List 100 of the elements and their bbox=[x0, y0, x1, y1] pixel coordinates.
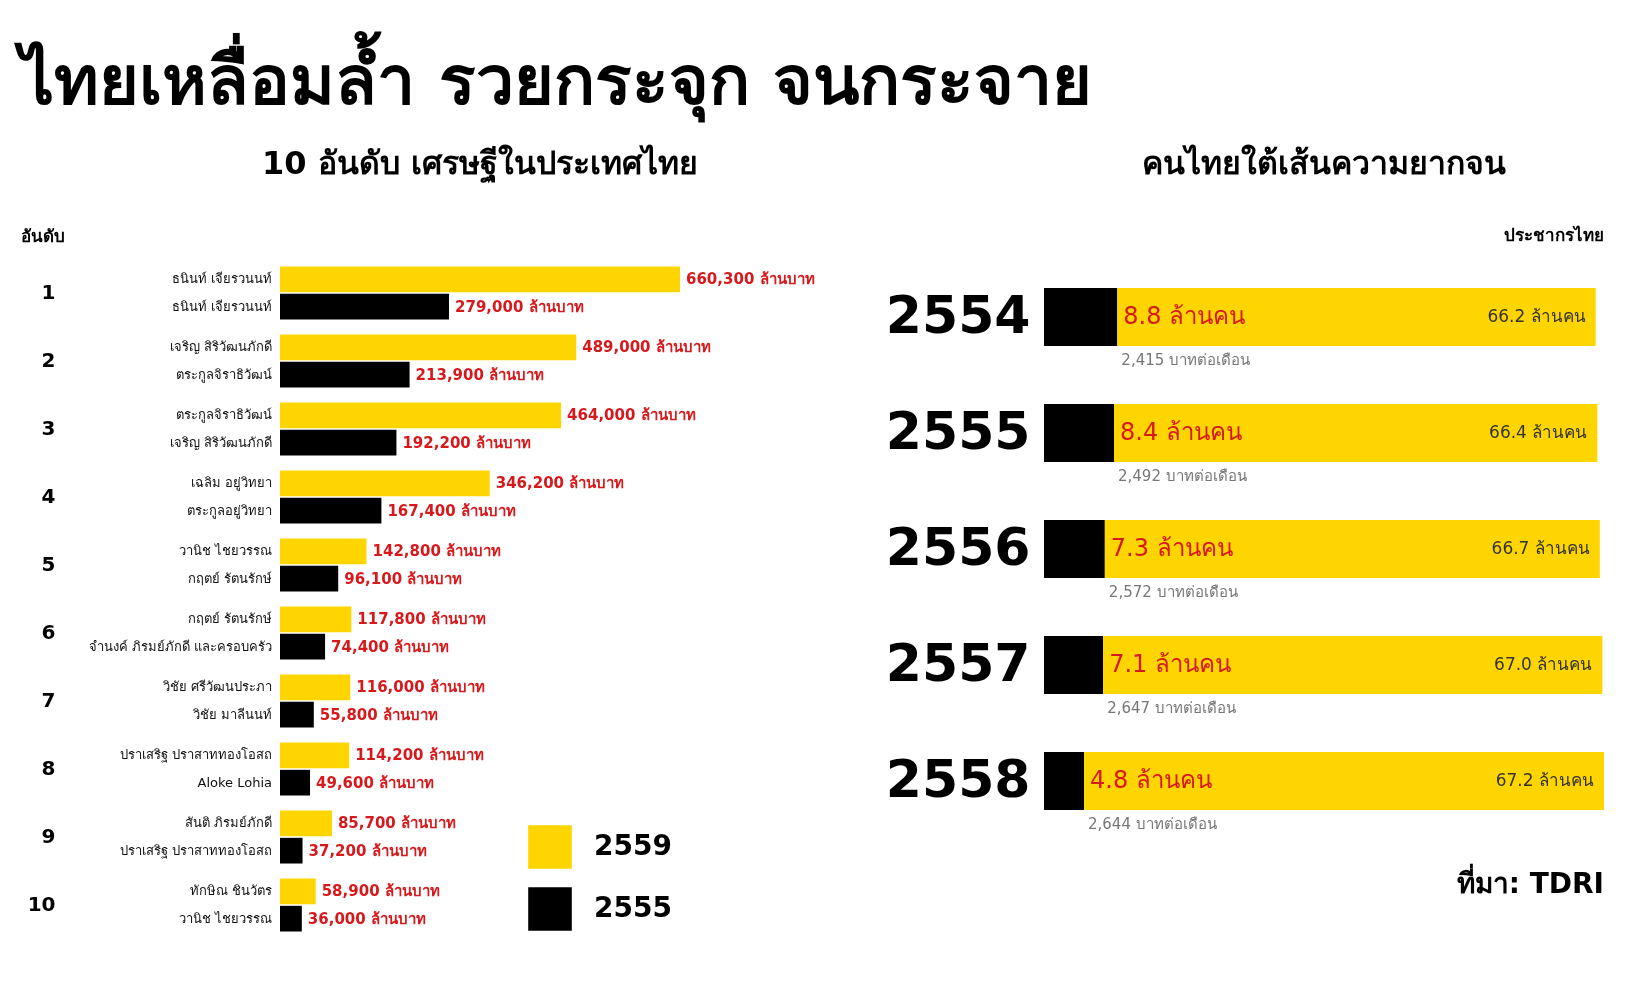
total-label: 66.4 ล้านคน bbox=[1489, 422, 1588, 442]
data-label: 37,200 ล้านบาท bbox=[308, 841, 427, 860]
data-label: 213,900 ล้านบาท bbox=[415, 365, 545, 384]
data-label: 85,700 ล้านบาท bbox=[337, 814, 457, 833]
y-tick-label: 7 bbox=[41, 688, 56, 712]
annotation: วานิช ไชยวรรณ bbox=[178, 910, 272, 926]
annotation: Aloke Lohia bbox=[197, 774, 272, 790]
bar bbox=[280, 565, 339, 592]
chart-subtitle: 10 อันดับ เศรษฐีในประเทศไทย bbox=[262, 144, 698, 184]
annotation: ตระกูลอยู่วิทยา bbox=[187, 502, 272, 519]
bar bbox=[280, 769, 311, 796]
text: ที่มา: TDRI bbox=[1456, 863, 1604, 900]
annotation: เฉลิม อยู่วิทยา bbox=[190, 475, 272, 492]
data-label: 117,800 ล้านบาท bbox=[357, 610, 486, 629]
bar bbox=[280, 810, 332, 837]
annotation: วานิช ไชยวรรณ bbox=[178, 543, 272, 559]
bar bbox=[280, 878, 316, 905]
bar bbox=[280, 905, 302, 932]
total-label: 66.7 ล้านคน bbox=[1491, 538, 1590, 558]
data-label: 660,300 ล้านบาท bbox=[686, 270, 815, 289]
bar bbox=[280, 538, 367, 565]
y-tick-label: 1 bbox=[41, 280, 56, 304]
y-tick-label: 2555 bbox=[885, 401, 1031, 461]
data-label: 49,600 ล้านบาท bbox=[316, 773, 435, 792]
annotation: จำนงค์ ภิรมย์ภักดี และครอบครัว bbox=[88, 638, 272, 654]
annotation: ทักษิณ ชินวัตร bbox=[189, 883, 272, 899]
y-tick-label: 2558 bbox=[885, 749, 1031, 809]
data-label: 464,000 ล้านบาท bbox=[567, 406, 696, 425]
data-label: 116,000 ล้านบาท bbox=[356, 678, 485, 697]
data-label: 7.1 ล้านคน bbox=[1109, 650, 1231, 678]
annotation: 2,644 บาทต่อเดือน bbox=[1088, 815, 1217, 833]
annotation: ปราเสริฐ ปราสาททองโอสถ bbox=[119, 842, 272, 859]
legend-label: 2555 bbox=[594, 891, 672, 924]
data-label: 114,200 ล้านบาท bbox=[355, 746, 484, 765]
y-tick-label: 10 bbox=[27, 892, 56, 916]
data-label: 192,200 ล้านบาท bbox=[402, 433, 531, 452]
data-label: 96,100 ล้านบาท bbox=[344, 569, 463, 588]
bar bbox=[280, 674, 351, 701]
y-tick-label: 6 bbox=[41, 620, 56, 644]
data-label: 8.8 ล้านคน bbox=[1123, 302, 1246, 330]
annotation: เจริญ สิริวัฒนภักดี bbox=[169, 339, 272, 355]
annotation: กฤตย์ รัตนรักษ์ bbox=[187, 570, 272, 586]
y-axis-title: อันดับ bbox=[20, 225, 65, 246]
bar bbox=[280, 429, 397, 456]
bar bbox=[280, 361, 410, 388]
bar bbox=[280, 633, 326, 660]
bar bbox=[1044, 520, 1105, 578]
data-label: 7.3 ล้านคน bbox=[1110, 534, 1233, 562]
annotation: ตระกูลจิราธิวัฒน์ bbox=[176, 366, 272, 383]
legend-label: 2559 bbox=[594, 829, 672, 862]
bar bbox=[1084, 752, 1604, 810]
bar bbox=[1104, 520, 1600, 578]
text: ประชากรไทย bbox=[1504, 225, 1604, 245]
annotation: ตระกูลจิราธิวัฒน์ bbox=[176, 407, 272, 424]
y-tick-label: 5 bbox=[41, 552, 56, 576]
data-label: 489,000 ล้านบาท bbox=[582, 338, 711, 357]
data-label: 74,400 ล้านบาท bbox=[331, 637, 450, 656]
total-label: 67.0 ล้านคน bbox=[1494, 654, 1593, 674]
bar bbox=[1117, 288, 1596, 346]
annotation: ธนินท์ เจียรวนนท์ bbox=[171, 271, 272, 287]
data-label: 167,400 ล้านบาท bbox=[387, 501, 516, 520]
data-label: 8.4 ล้านคน bbox=[1120, 418, 1242, 446]
bar bbox=[280, 470, 490, 497]
y-tick-label: 2554 bbox=[885, 285, 1031, 345]
annotation: 2,572 บาทต่อเดือน bbox=[1108, 583, 1238, 601]
annotation: ธนินท์ เจียรวนนท์ bbox=[171, 298, 272, 314]
bar bbox=[1103, 636, 1603, 694]
bar bbox=[280, 837, 303, 864]
chart-title: ไทยเหลื่อมล้ำ รวยกระจุก จนกระจาย bbox=[14, 30, 1093, 123]
data-label: 55,800 ล้านบาท bbox=[319, 705, 438, 724]
y-tick-label: 9 bbox=[41, 824, 56, 848]
bar bbox=[1044, 288, 1118, 346]
total-label: 66.2 ล้านคน bbox=[1487, 306, 1586, 326]
y-tick-label: 2557 bbox=[885, 633, 1031, 693]
chart-title: คนไทยใต้เส้นความยากจน bbox=[1142, 144, 1506, 182]
bar bbox=[280, 701, 314, 728]
bar bbox=[280, 293, 450, 320]
annotation: 2,492 บาทต่อเดือน bbox=[1118, 467, 1247, 485]
annotation: สันติ ภิรมย์ภักดี bbox=[184, 815, 272, 831]
y-tick-label: 8 bbox=[41, 756, 56, 780]
bar bbox=[1044, 752, 1084, 810]
data-label: 4.8 ล้านคน bbox=[1090, 766, 1212, 794]
data-label: 58,900 ล้านบาท bbox=[321, 882, 440, 901]
total-label: 67.2 ล้านคน bbox=[1495, 770, 1594, 790]
bar bbox=[1044, 636, 1104, 694]
data-label: 36,000 ล้านบาท bbox=[307, 909, 426, 928]
bar bbox=[1044, 404, 1114, 462]
annotation: วิชัย ศรีวัฒนประภา bbox=[161, 679, 272, 695]
y-tick-label: 3 bbox=[41, 416, 56, 440]
bar bbox=[280, 606, 352, 633]
y-tick-label: 4 bbox=[41, 484, 56, 508]
y-tick-label: 2556 bbox=[885, 517, 1031, 577]
bar bbox=[280, 497, 382, 524]
annotation: กฤตย์ รัตนรักษ์ bbox=[187, 611, 272, 627]
bar bbox=[1114, 404, 1598, 462]
y-tick-label: 2 bbox=[41, 348, 56, 372]
annotation: วิชัย มาลีนนท์ bbox=[191, 706, 272, 722]
data-label: 346,200 ล้านบาท bbox=[495, 474, 625, 493]
data-label: 142,800 ล้านบาท bbox=[372, 542, 502, 561]
bar bbox=[280, 402, 562, 429]
